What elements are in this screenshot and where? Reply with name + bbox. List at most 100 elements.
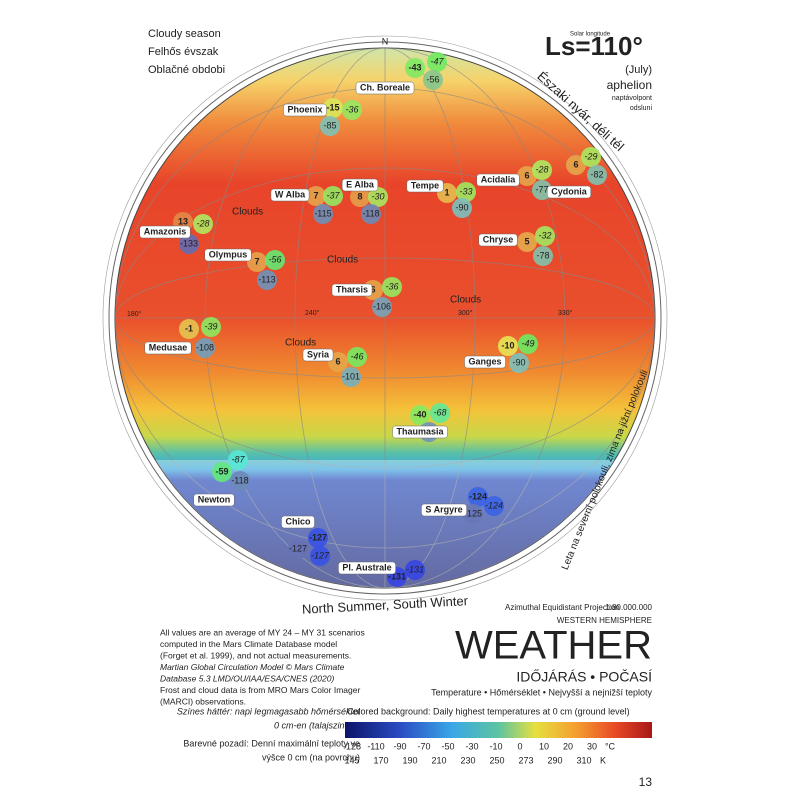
temperature-label: -118 — [362, 208, 379, 218]
arc-label-en: North Summer, South Winter — [302, 593, 469, 617]
scale: 1:80.000.000 — [605, 603, 652, 612]
celsius-tick: -30 — [465, 741, 478, 751]
location-box — [338, 561, 396, 575]
celsius-tick: -70 — [417, 741, 430, 751]
season-block: Cloudy season Felhős évszak Oblačné obdo… — [148, 28, 225, 76]
location-name: S Argyre — [425, 504, 462, 514]
cloud-label: Clouds — [285, 338, 316, 349]
temperature-label: 5 — [524, 236, 529, 246]
location: 13 -28 -133 Amazonis — [139, 212, 213, 254]
caption: Temperature • Hőmérséklet • Nejvyšší a n… — [431, 687, 652, 697]
location-box — [331, 283, 373, 297]
location-name: Chico — [285, 516, 311, 526]
temperature-label: 6 — [524, 170, 529, 180]
celsius-tick: -90 — [393, 741, 406, 751]
note-line: computed in the Mars Climate Database mo… — [160, 639, 337, 649]
temperature-dot — [468, 487, 488, 507]
temperature-dot — [341, 367, 361, 387]
temperature-label: -30 — [371, 191, 384, 201]
temperature-dot — [517, 166, 537, 186]
temperature-dot — [310, 546, 330, 566]
temperature-dot — [306, 186, 326, 206]
cloud-label: Clouds — [327, 255, 358, 266]
temperature-label: -49 — [521, 338, 534, 348]
location-box — [302, 348, 334, 362]
temperature-label: -115 — [314, 208, 331, 218]
note-line: Database 5.3 LMD/OU/IAA/ESA/CNES (2020) — [160, 673, 334, 683]
temperature-label: -56 — [426, 74, 439, 84]
temperature-label: -131 — [406, 564, 424, 574]
location-name: Syria — [307, 349, 330, 359]
subtitle: IDŐJÁRÁS • POČASÍ — [516, 669, 652, 685]
main-title: WEATHER — [455, 624, 652, 668]
longitude-label: 300° — [458, 309, 473, 317]
temperature-label: -85 — [323, 120, 336, 130]
temperature-label: -113 — [258, 274, 275, 284]
longitude-label: 240° — [305, 309, 320, 317]
hemisphere: WESTERN HEMISPHERE — [557, 616, 652, 625]
temperature-label: -124 — [469, 491, 487, 501]
kelvin-tick: 310 — [576, 755, 591, 765]
hu-caption-2: 0 cm-en (talajszinten) — [274, 720, 360, 730]
temperature-dot — [581, 147, 601, 167]
temperature-label: 8 — [357, 191, 362, 201]
temperature-dot — [382, 277, 402, 297]
kelvin-tick: 190 — [402, 755, 417, 765]
celsius-tick: 20 — [563, 741, 573, 751]
temperature-label: -127 — [309, 532, 327, 542]
temperature-label: 13 — [178, 216, 188, 226]
temperature-dot — [265, 250, 285, 270]
temperature-dot — [247, 252, 267, 272]
temperature-dot — [308, 528, 328, 548]
location-box — [406, 179, 444, 193]
temperature-label: -77 — [535, 184, 548, 194]
location-box — [144, 341, 192, 355]
temperature-dot — [533, 246, 553, 266]
temperature-dot — [361, 204, 381, 224]
temperature-label: 6 — [573, 159, 578, 169]
location-name: Medusae — [149, 342, 188, 352]
temperature-dot — [427, 52, 447, 72]
temperature-dot — [484, 496, 504, 516]
temperature-dot — [342, 100, 362, 120]
temperature-label: -10 — [501, 340, 514, 350]
colorbar-ticks: -128 -110 -90 -70 -50 -30 -10 0 10 20 30 °C 145 170 19… — [343, 741, 616, 765]
temperature-dot — [372, 297, 392, 317]
temperature-label: -28 — [196, 218, 209, 228]
temperature-dot — [257, 270, 277, 290]
temperature-label: -125 — [464, 508, 482, 518]
temperature-dot — [405, 560, 425, 580]
temperature-dot — [463, 504, 483, 524]
temperature-dot — [179, 319, 199, 339]
celsius-unit: °C — [605, 741, 616, 751]
location-box — [139, 225, 191, 239]
location-name: Cydonia — [551, 186, 587, 196]
longitude-labels: 180° 240° 300° 330° — [127, 309, 573, 318]
temperature-label: -118 — [231, 475, 248, 485]
temperature-label: -32 — [538, 230, 551, 240]
temperature-dot — [535, 226, 555, 246]
temperature-label: -124 — [485, 500, 503, 510]
temperature-dot — [405, 58, 425, 78]
location-name: Pl. Australe — [342, 562, 391, 572]
temperature-label: -37 — [326, 190, 340, 200]
location-name: Chryse — [483, 234, 514, 244]
temperature-dot — [323, 98, 343, 118]
ls-block: Solar longitude Ls=110° (July) aphelion … — [545, 31, 652, 112]
projection: Azimuthal Equidistant Projection — [505, 603, 620, 612]
temperature-label: -78 — [536, 250, 549, 260]
celsius-tick: 0 — [517, 741, 522, 751]
location-box — [421, 503, 467, 517]
temperature-label: -39 — [204, 321, 217, 331]
location-box — [193, 493, 235, 507]
location-name: Acidalia — [481, 174, 517, 184]
location-name: Ganges — [468, 356, 501, 366]
temperature-dot — [201, 317, 221, 337]
temperature-label: -46 — [350, 351, 363, 361]
temperature-label: -127 — [311, 550, 330, 560]
north-label: N — [382, 36, 389, 46]
page-number: 13 — [639, 775, 653, 789]
location: 7 -56 -113 Olympus — [204, 248, 285, 290]
hu-caption-1: Színes háttér: napi legmagasabb hőmérsék… — [177, 706, 361, 716]
